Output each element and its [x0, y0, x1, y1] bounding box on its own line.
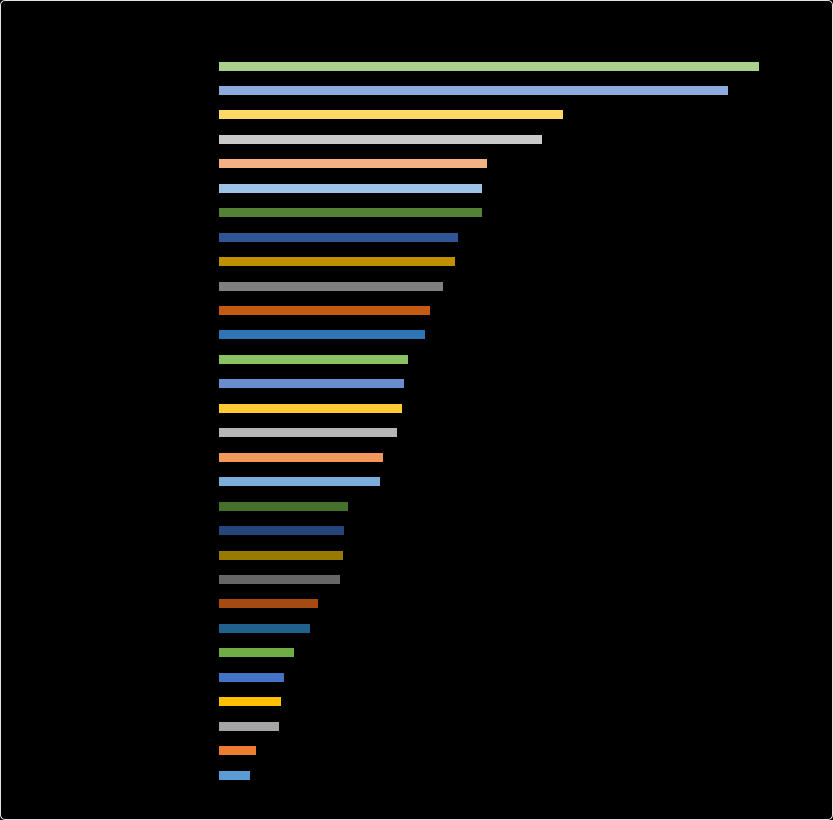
bar [219, 550, 343, 560]
bar [219, 623, 310, 633]
bar [219, 85, 728, 95]
bar [219, 306, 430, 315]
bar [219, 183, 482, 193]
bar [219, 501, 348, 511]
bar [219, 697, 281, 707]
bar [219, 159, 487, 169]
bar [219, 379, 404, 389]
bar [219, 721, 279, 731]
bar [219, 354, 408, 364]
bar [219, 330, 425, 340]
bar [219, 452, 383, 462]
bar [219, 134, 542, 144]
bar [219, 257, 455, 267]
bar [219, 428, 397, 438]
bar [219, 232, 458, 242]
bar [219, 648, 294, 658]
bar [219, 526, 344, 536]
bar [219, 672, 284, 682]
bar [219, 61, 759, 71]
bar [219, 208, 482, 218]
bar [219, 477, 380, 487]
bar [219, 746, 256, 756]
bar [219, 110, 563, 120]
bar [219, 574, 340, 584]
bar [219, 281, 443, 291]
bar [219, 599, 318, 609]
bar [219, 770, 250, 780]
bar [219, 403, 402, 413]
